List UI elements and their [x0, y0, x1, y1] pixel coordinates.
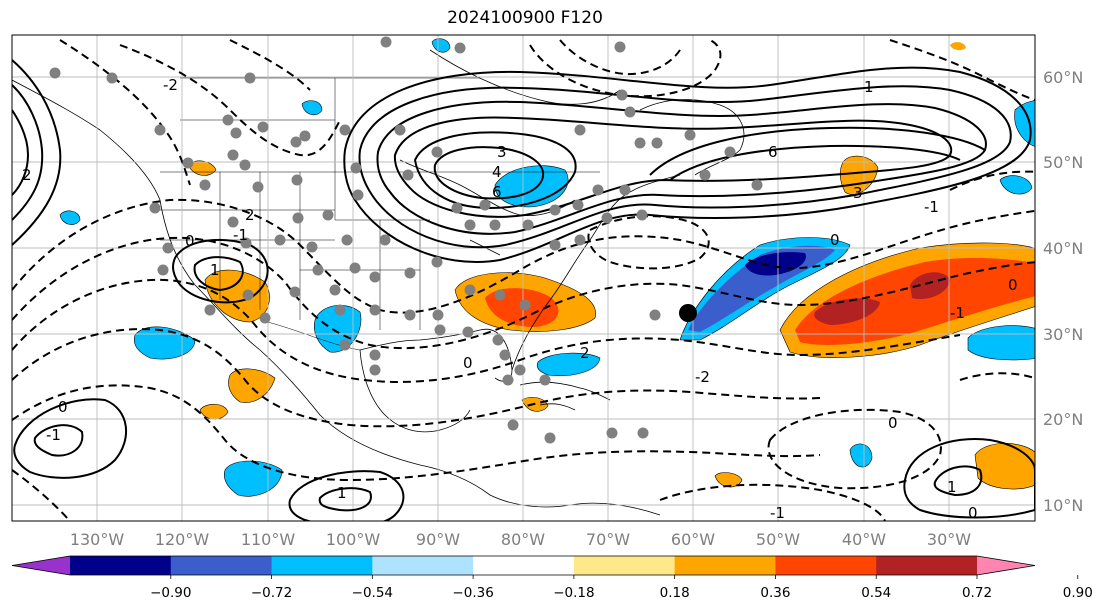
contour-label: 3: [497, 143, 507, 161]
lon-tick-label: 100°W: [326, 530, 381, 549]
contour-label: 0: [888, 414, 898, 432]
station-dots: [49, 36, 763, 444]
contour-label: 0: [185, 232, 195, 250]
contour-label: 2: [580, 344, 590, 362]
blue-region: [301, 100, 323, 116]
contour-label: -1: [924, 198, 939, 216]
warm-region: [795, 257, 1035, 345]
colorbar-label: 0.54: [861, 585, 891, 601]
lat-tick-labels: 60°N 50°N 40°N 30°N 20°N 10°N: [1043, 68, 1083, 515]
contour-label: 2: [245, 206, 255, 224]
colorbar-label: 0.90: [1063, 585, 1093, 601]
lon-tick-label: 30°W: [927, 530, 971, 549]
colorbar-label: 0.72: [962, 585, 992, 601]
contour-label: -2: [163, 76, 178, 94]
solid-contours: [12, 59, 1035, 521]
colorbar-bin: [876, 556, 978, 575]
colorbar-label: −0.54: [352, 585, 393, 601]
colorbar-bin: [775, 556, 877, 575]
contour-label: -1: [233, 226, 248, 244]
lon-tick-label: 120°W: [155, 530, 210, 549]
blue-region: [967, 325, 1035, 361]
colorbar-label: −0.18: [553, 585, 594, 601]
blue-region: [431, 38, 451, 53]
lon-tick-label: 40°W: [842, 530, 886, 549]
blue-region: [59, 210, 81, 225]
colorbar-extend-low: [12, 556, 70, 575]
warm-region: [714, 472, 743, 488]
dashed-contours: [12, 39, 1035, 521]
lon-tick-label: 110°W: [241, 530, 296, 549]
blue-region: [536, 352, 601, 376]
blue-region: [133, 326, 196, 360]
colorbar-bin: [674, 556, 776, 575]
warm-region: [228, 368, 276, 403]
contour-label-group: 0 1 2 3 4 6 -1 -2 3 6 0 1 2 0 -1 0 0 -2 …: [22, 76, 1018, 522]
blue-region: [849, 443, 873, 468]
lon-tick-label: 130°W: [70, 530, 125, 549]
contour-label: 3: [853, 184, 863, 202]
marker-point: [679, 304, 697, 322]
colorbar-label: −0.36: [452, 585, 493, 601]
contour-label: 1: [337, 484, 347, 502]
colorbar-outline: [11, 555, 1036, 576]
lat-tick-label: 30°N: [1043, 325, 1083, 344]
lon-tick-label: 50°W: [756, 530, 800, 549]
colorbar-bin: [170, 556, 273, 575]
colorbar-bin: [271, 556, 373, 575]
contour-label: -2: [695, 368, 710, 386]
lon-tick-label: 90°W: [416, 530, 460, 549]
colorbar: −0.90 −0.72 −0.54 −0.36 −0.18 0.18 0.36 0.54 0.7…: [11, 555, 1093, 601]
contour-label: 0: [968, 504, 978, 522]
contour-label: 6: [768, 143, 778, 161]
warm-region: [910, 272, 950, 300]
contour-label: 2: [22, 166, 32, 184]
contour-label: 6: [492, 183, 502, 201]
contour-label: -1: [950, 304, 965, 322]
colorbar-bin: [473, 556, 575, 575]
colorbar-label: −0.90: [150, 585, 191, 601]
lat-tick-label: 20°N: [1043, 410, 1083, 429]
map-title: 2024100900 F120: [447, 8, 603, 28]
warm-region: [974, 443, 1035, 490]
contour-label: -1: [770, 504, 785, 522]
colorbar-label: −0.72: [251, 585, 292, 601]
lat-tick-label: 60°N: [1043, 68, 1083, 87]
colorbar-bin: [70, 556, 172, 575]
contour-label: 1: [864, 78, 874, 96]
lon-tick-labels: 130°W 120°W 110°W 100°W 90°W 80°W 70°W 6…: [70, 530, 971, 549]
lon-tick-label: 60°W: [671, 530, 715, 549]
contour-label: 0: [463, 354, 473, 372]
lat-tick-label: 40°N: [1043, 239, 1083, 258]
contour-label: 4: [492, 163, 502, 181]
map-border: [11, 34, 1036, 522]
warm-region: [199, 403, 229, 420]
blue-region: [313, 305, 362, 353]
lon-tick-label: 80°W: [501, 530, 545, 549]
contour-label: 0: [830, 231, 840, 249]
colorbar-extend-high: [977, 556, 1035, 575]
lat-tick-label: 10°N: [1043, 496, 1083, 515]
contour-label: 1: [947, 478, 957, 496]
blue-region: [688, 245, 835, 332]
contour-label: -1: [46, 426, 61, 444]
contour-label: 0: [58, 398, 68, 416]
lon-tick-label: 70°W: [586, 530, 630, 549]
colorbar-bin: [372, 556, 474, 575]
lat-tick-label: 50°N: [1043, 153, 1083, 172]
contour-label: 1: [210, 261, 220, 279]
blue-region: [999, 175, 1033, 195]
warm-region: [950, 42, 966, 51]
contour-label: 0: [1008, 276, 1018, 294]
colorbar-label: 0.36: [760, 585, 790, 601]
warm-region: [187, 160, 217, 176]
colorbar-bin: [573, 556, 676, 575]
colorbar-label: 0.18: [660, 585, 690, 601]
blue-region: [745, 252, 806, 276]
shaded-fields: [59, 38, 1035, 497]
